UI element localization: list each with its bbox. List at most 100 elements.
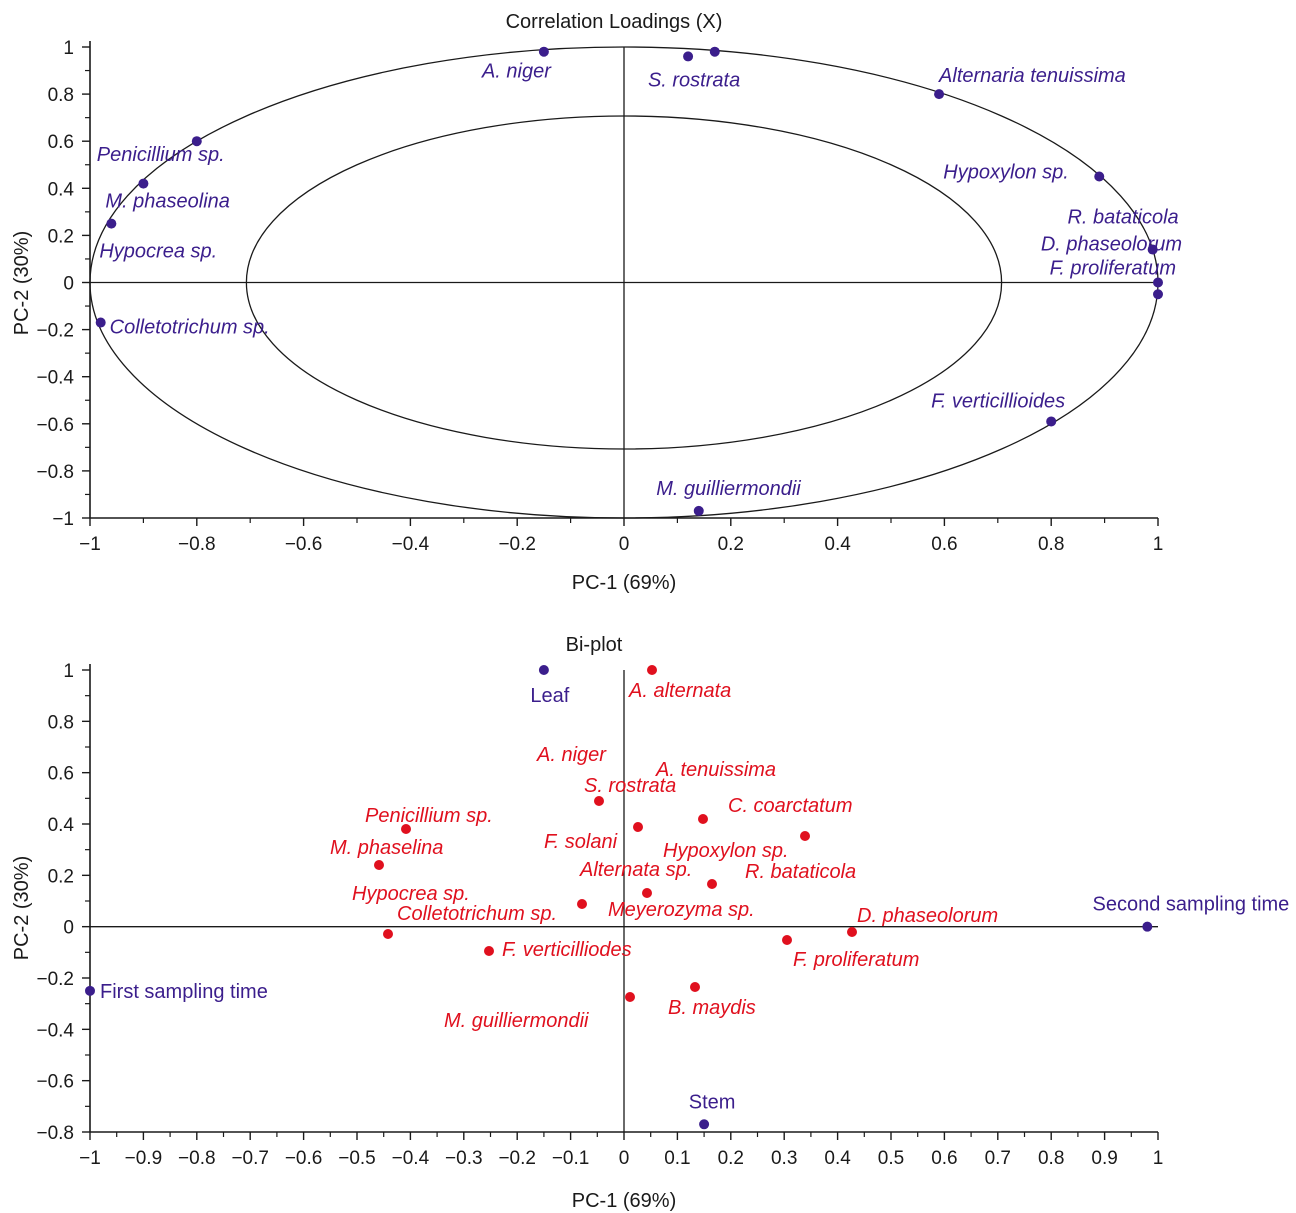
x-axis-label: PC-1 (69%) [572,1190,676,1212]
species-point [690,982,700,992]
point-label: Colletotrichum sp. [110,317,270,339]
species-point [484,946,494,956]
x-tick-label: −0.8 [178,1148,216,1169]
sample-label: Second sampling time [1093,894,1290,916]
loading-point [693,505,704,516]
loading-point [934,89,945,100]
x-tick-label: 0.8 [1038,534,1064,555]
x-tick-label: −0.9 [125,1148,163,1169]
y-tick-label: −0.6 [36,1072,74,1093]
point-label: F. proliferatum [1050,257,1176,279]
sample-point [85,985,95,996]
x-tick-label: 0 [619,534,630,555]
point-label: M. phaseolina [105,191,230,213]
y-tick-label: 0 [63,918,74,939]
loading-point [1153,277,1163,288]
x-tick-label: 0 [619,1148,630,1169]
species-label: Colletotrichum sp. [397,903,557,925]
species-point [383,929,393,939]
loading-point [138,178,149,189]
y-tick-label: 0.2 [48,866,74,887]
y-tick-label: −0.8 [36,1123,74,1144]
x-tick-label: −0.6 [285,534,323,555]
species-point [847,927,857,937]
y-tick-label: −1 [52,509,74,530]
species-point [577,899,587,909]
species-label: D. phaseolorum [857,905,998,927]
point-label: A. niger [481,61,552,83]
x-tick-label: 0.7 [985,1148,1011,1169]
x-tick-label: −0.6 [285,1148,323,1169]
x-tick-label: −0.4 [392,534,430,555]
x-tick-label: −0.1 [552,1148,590,1169]
point-label: M. guilliermondii [656,478,801,500]
y-tick-label: 1 [63,38,74,59]
x-tick-label: −0.4 [392,1148,430,1169]
species-point [698,814,708,824]
species-label: A. niger [536,744,607,766]
species-label: Penicillium sp. [365,805,493,827]
species-label: A. tenuissima [655,759,776,781]
x-tick-label: 1 [1153,1148,1164,1169]
x-axis-label: PC-1 (69%) [572,572,676,594]
x-tick-label: 0.2 [718,1148,744,1169]
x-tick-label: 0.3 [771,1148,797,1169]
species-label: M. phaselina [330,837,443,859]
species-label: C. coarctatum [728,795,852,817]
point-label: R. bataticola [1067,207,1178,229]
point-label: Penicillium sp. [97,144,225,166]
loading-point [191,136,202,147]
y-tick-label: 0.6 [48,132,74,153]
y-tick-label: 0 [63,274,74,295]
x-tick-label: −0.2 [498,534,536,555]
bi-plot-chart: Bi-plot PC-1 (69%) PC-2 (30%) −1 −0.9 −0.8… [11,634,1290,1212]
species-label: Hypoxylon sp. [663,840,789,862]
y-tick-label: −0.6 [36,415,74,436]
x-tick-label: 0.2 [718,534,744,555]
loading-point [709,46,720,57]
point-label: Alternaria tenuissima [938,65,1126,87]
point-label: F. verticillioides [931,390,1065,412]
x-tick-label: −0.7 [231,1148,269,1169]
y-tick-label: 0.4 [48,179,75,200]
y-tick-label: −0.2 [36,321,74,342]
species-point [707,879,717,889]
y-tick-label: −0.4 [36,368,74,389]
species-label: S. rostrata [584,775,676,797]
loading-point [538,46,549,57]
y-tick-label: 0.8 [48,85,74,106]
point-label: D. phaseolorum [1041,234,1182,256]
y-tick-label: 0.4 [48,815,75,836]
point-label: Hypoxylon sp. [943,162,1069,184]
species-point [401,824,411,834]
x-tick-label: 0.6 [931,1148,957,1169]
point-label: S. rostrata [648,69,740,91]
loading-point [683,51,694,62]
x-tick-label: 0.6 [931,534,957,555]
species-label: Alternata sp. [579,859,692,881]
sample-label: Leaf [530,685,569,707]
x-tick-label: −0.3 [445,1148,483,1169]
loading-point [1147,244,1158,255]
loading-point [1046,416,1057,427]
species-label: F. proliferatum [793,949,919,971]
x-tick-label: 0.4 [824,1148,851,1169]
loading-point [1094,171,1105,182]
species-label: F. verticilliodes [502,939,632,961]
sample-point [538,665,549,675]
y-tick-label: 0.8 [48,712,74,733]
y-tick-label: 1 [63,661,74,682]
x-tick-label: 0.8 [1038,1148,1064,1169]
loading-point [1153,289,1163,300]
x-tick-label: −1 [79,534,101,555]
chart-title: Bi-plot [566,634,623,656]
x-tick-label: −0.2 [498,1148,536,1169]
loading-point [95,317,106,328]
species-point [782,935,792,945]
species-label: M. guilliermondii [444,1010,589,1032]
sample-point [699,1119,710,1130]
species-label: Hypocrea sp. [352,883,470,905]
species-point [594,796,604,806]
x-tick-label: 0.9 [1091,1148,1117,1169]
